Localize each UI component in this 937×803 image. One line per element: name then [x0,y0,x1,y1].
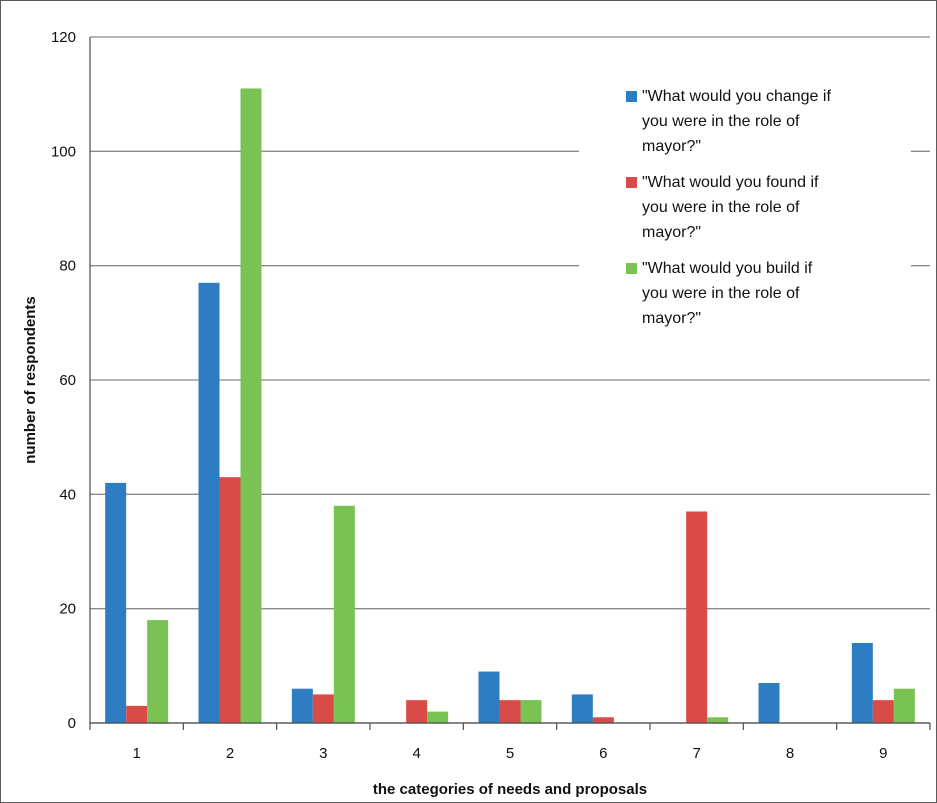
x-tick-label-1: 1 [132,745,140,762]
legend-label-build-line-2: you were in the role of [642,285,800,302]
x-tick-label-8: 8 [786,745,794,762]
bar-series-2-category-6 [592,717,614,723]
y-tick-label-6: 120 [51,29,76,46]
bar-series-1-category-8 [758,682,780,723]
bar-layer [105,88,915,723]
bar-series-2-category-7 [686,511,708,723]
bar-series-2-category-2 [219,477,241,723]
bar-series-2-category-4 [406,700,428,723]
bar-series-3-category-7 [707,717,729,723]
bar-series-3-category-5 [520,700,542,723]
bar-series-1-category-5 [478,671,500,723]
x-tick-label-7: 7 [692,745,700,762]
legend: "What would you change if you were in th… [579,60,911,350]
bar-series-3-category-9 [893,688,915,723]
bar-series-3-category-3 [333,505,355,723]
y-tick-label-0: 0 [68,715,76,732]
y-tick-label-5: 100 [51,143,76,160]
bar-series-2-category-5 [499,700,521,723]
x-tick-label-5: 5 [506,745,514,762]
legend-label-change-line-3: mayor?" [642,138,701,155]
axis-layer: 0 20 40 60 80 100 120 1 2 3 4 5 6 7 8 9 [51,29,931,762]
legend-swatch-found [626,177,637,188]
legend-label-build-line-1: "What would you build if [642,260,813,277]
x-tick-label-3: 3 [319,745,327,762]
y-tick-label-4: 80 [59,258,76,275]
y-tick-label-3: 60 [59,372,76,389]
y-axis-title: number of respondents [22,296,39,464]
x-axis-title: the categories of needs and proposals [373,781,647,798]
x-tick-label-6: 6 [599,745,607,762]
legend-label-build-line-3: mayor?" [642,310,701,327]
y-tick-label-1: 20 [59,601,76,618]
x-tick-label-9: 9 [879,745,887,762]
legend-label-found-line-2: you were in the role of [642,199,800,216]
x-tick-label-2: 2 [226,745,234,762]
legend-swatch-build [626,263,637,274]
bar-series-3-category-1 [147,620,169,723]
bar-series-3-category-2 [240,88,262,723]
bar-series-2-category-9 [872,700,894,723]
legend-label-found-line-3: mayor?" [642,224,701,241]
bar-series-1-category-2 [198,282,220,723]
bar-series-1-category-1 [105,482,127,723]
bar-series-2-category-3 [312,694,334,723]
y-tick-label-2: 40 [59,486,76,503]
bar-series-1-category-6 [571,694,593,723]
bar-series-1-category-3 [291,688,313,723]
legend-swatch-change [626,91,637,102]
legend-label-change-line-1: "What would you change if [642,88,831,105]
bar-series-1-category-9 [851,642,873,723]
legend-label-found-line-1: "What would you found if [642,174,819,191]
bar-series-2-category-1 [126,705,148,723]
legend-label-change-line-2: you were in the role of [642,113,800,130]
legend-background [579,60,911,350]
x-tick-label-4: 4 [412,745,420,762]
bar-series-3-category-4 [427,711,449,723]
